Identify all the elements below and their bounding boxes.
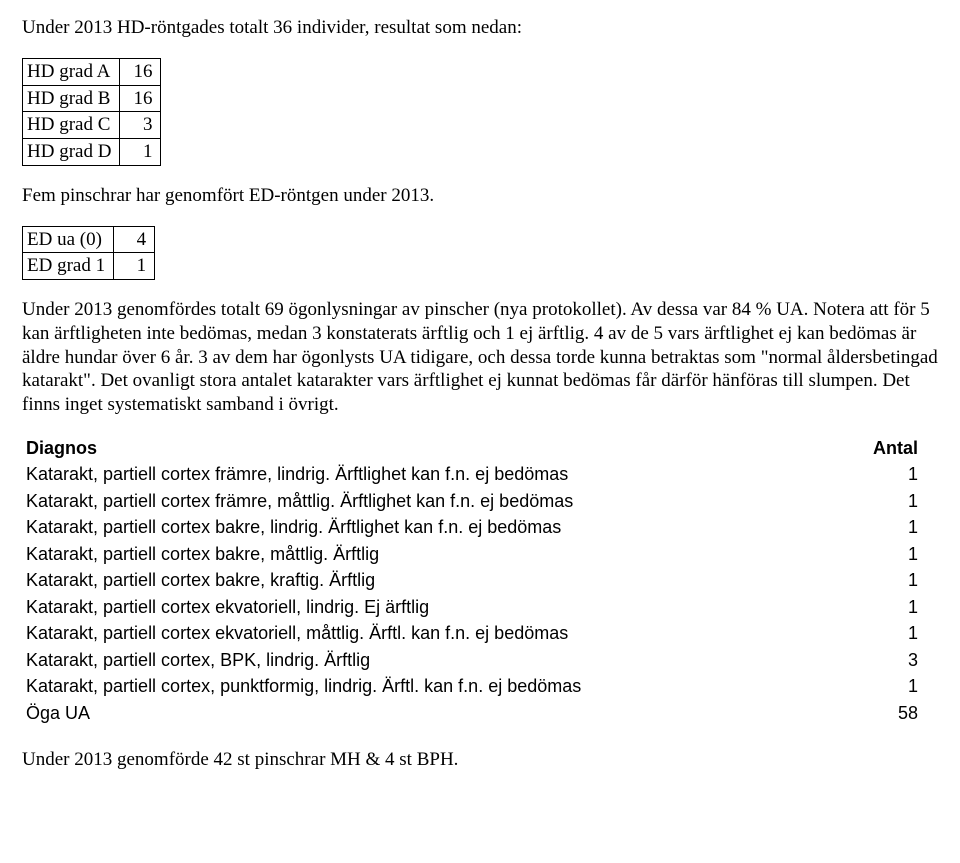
table-row: Katarakt, partiell cortex ekvatoriell, m…: [22, 620, 922, 647]
diagnosis-count: 3: [854, 647, 922, 674]
hd-label: HD grad B: [23, 85, 120, 112]
diagnosis-header-label: Diagnos: [22, 435, 854, 462]
ed-intro-paragraph: Fem pinschrar har genomfört ED-röntgen u…: [22, 184, 938, 208]
table-row: Katarakt, partiell cortex, BPK, lindrig.…: [22, 647, 922, 674]
diagnosis-table: Diagnos Antal Katarakt, partiell cortex …: [22, 435, 922, 727]
table-row: Katarakt, partiell cortex, punktformig, …: [22, 673, 922, 700]
table-row: HD grad D1: [23, 139, 161, 166]
diagnosis-label: Katarakt, partiell cortex bakre, kraftig…: [22, 567, 854, 594]
table-row: Katarakt, partiell cortex bakre, kraftig…: [22, 567, 922, 594]
diagnosis-count: 1: [854, 541, 922, 568]
ed-label: ED ua (0): [23, 226, 114, 253]
diagnosis-label: Katarakt, partiell cortex bakre, måttlig…: [22, 541, 854, 568]
diagnosis-label: Katarakt, partiell cortex främre, måttli…: [22, 488, 854, 515]
diagnosis-label: Katarakt, partiell cortex bakre, lindrig…: [22, 514, 854, 541]
table-row: Öga UA58: [22, 700, 922, 727]
table-row: HD grad A16: [23, 58, 161, 85]
table-row: Katarakt, partiell cortex främre, måttli…: [22, 488, 922, 515]
diagnosis-label: Katarakt, partiell cortex, BPK, lindrig.…: [22, 647, 854, 674]
table-row: HD grad B16: [23, 85, 161, 112]
hd-label: HD grad D: [23, 139, 120, 166]
hd-value: 3: [120, 112, 161, 139]
table-row: Katarakt, partiell cortex ekvatoriell, l…: [22, 594, 922, 621]
table-row: ED ua (0)4: [23, 226, 155, 253]
hd-label: HD grad A: [23, 58, 120, 85]
diagnosis-count: 1: [854, 620, 922, 647]
diagnosis-header-count: Antal: [854, 435, 922, 462]
table-row: Katarakt, partiell cortex bakre, lindrig…: [22, 514, 922, 541]
table-row: Katarakt, partiell cortex bakre, måttlig…: [22, 541, 922, 568]
diagnosis-label: Katarakt, partiell cortex ekvatoriell, l…: [22, 594, 854, 621]
hd-value: 16: [120, 58, 161, 85]
diagnosis-label: Katarakt, partiell cortex främre, lindri…: [22, 461, 854, 488]
diagnosis-count: 1: [854, 488, 922, 515]
diagnosis-count: 1: [854, 594, 922, 621]
hd-value: 1: [120, 139, 161, 166]
hd-results-table: HD grad A16 HD grad B16 HD grad C3 HD gr…: [22, 58, 161, 166]
hd-value: 16: [120, 85, 161, 112]
diagnosis-count: 1: [854, 567, 922, 594]
eye-paragraph: Under 2013 genomfördes totalt 69 ögonlys…: [22, 298, 938, 417]
diagnosis-label: Katarakt, partiell cortex, punktformig, …: [22, 673, 854, 700]
ed-value: 1: [114, 253, 155, 280]
ed-results-table: ED ua (0)4 ED grad 11: [22, 226, 155, 281]
table-row: HD grad C3: [23, 112, 161, 139]
diagnosis-count: 1: [854, 461, 922, 488]
diagnosis-count: 1: [854, 514, 922, 541]
closing-paragraph: Under 2013 genomförde 42 st pinschrar MH…: [22, 748, 938, 772]
table-row: Katarakt, partiell cortex främre, lindri…: [22, 461, 922, 488]
ed-label: ED grad 1: [23, 253, 114, 280]
diagnosis-label: Öga UA: [22, 700, 854, 727]
diagnosis-count: 58: [854, 700, 922, 727]
diagnosis-label: Katarakt, partiell cortex ekvatoriell, m…: [22, 620, 854, 647]
intro-paragraph: Under 2013 HD-röntgades totalt 36 indivi…: [22, 16, 938, 40]
hd-label: HD grad C: [23, 112, 120, 139]
table-row: ED grad 11: [23, 253, 155, 280]
diagnosis-count: 1: [854, 673, 922, 700]
ed-value: 4: [114, 226, 155, 253]
